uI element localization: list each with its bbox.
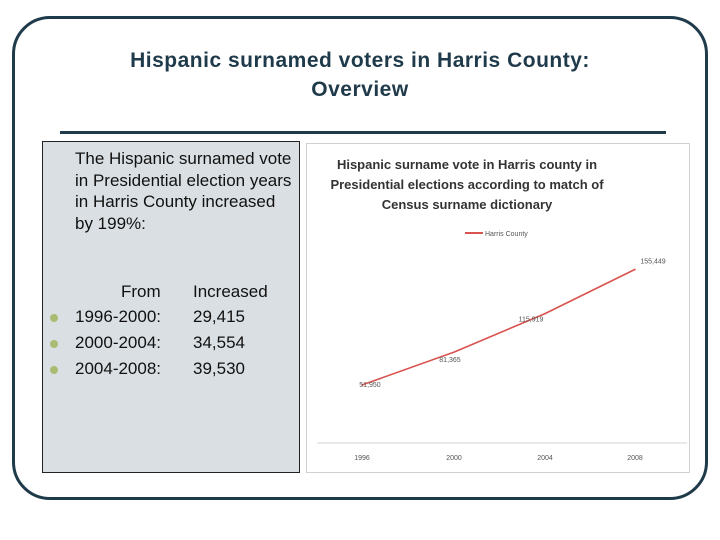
data-point: [361, 384, 363, 386]
chart-title-line: Hispanic surname vote in Harris county i…: [337, 157, 597, 172]
line-chart: Hispanic surname vote in Harris county i…: [317, 157, 687, 462]
series-line-harris-county: [361, 268, 636, 386]
legend-label: Harris County: [485, 231, 528, 238]
data-point: [544, 312, 546, 315]
list-item-increase: 29,415: [193, 307, 245, 326]
slide-title-line-1: Hispanic surnamed voters in Harris Count…: [130, 49, 590, 72]
data-label: 81,365: [439, 357, 461, 364]
data-point: [453, 351, 455, 353]
chart-title-line: Census surname dictionary: [382, 197, 553, 212]
list-item-increase: 39,530: [193, 359, 245, 378]
title-divider: [60, 131, 666, 134]
bullet-icon: [50, 340, 58, 348]
slide-frame: [12, 16, 708, 500]
list-item-period: 2000-2004:: [75, 333, 162, 352]
column-header-from: From: [121, 282, 161, 301]
data-label: 115,919: [519, 317, 544, 324]
bullet-icon: [50, 366, 58, 374]
intro-text: The Hispanic surnamed vote in Presidenti…: [75, 149, 292, 233]
data-label: 155,449: [640, 258, 665, 265]
x-tick-label: 2008: [627, 455, 643, 462]
x-tick-label: 2004: [537, 455, 553, 462]
list-item-period: 1996-2000:: [75, 307, 162, 326]
data-label: 51,950: [359, 382, 381, 389]
column-header-increased: Increased: [193, 282, 268, 301]
bullet-icon: [50, 314, 58, 322]
chart-panel: Hispanic surname vote in Harris county i…: [306, 143, 690, 473]
data-point: [634, 268, 636, 271]
chart-title-line: Presidential elections according to matc…: [330, 177, 604, 192]
text-panel: [42, 141, 300, 473]
slide-title: Hispanic surnamed voters in Harris Count…: [60, 46, 660, 104]
slide-title-line-2: Overview: [311, 78, 409, 101]
x-tick-label: 2000: [446, 455, 462, 462]
list-item-period: 2004-2008:: [75, 359, 162, 378]
x-tick-label: 1996: [354, 455, 370, 462]
list-item-increase: 34,554: [193, 333, 245, 352]
